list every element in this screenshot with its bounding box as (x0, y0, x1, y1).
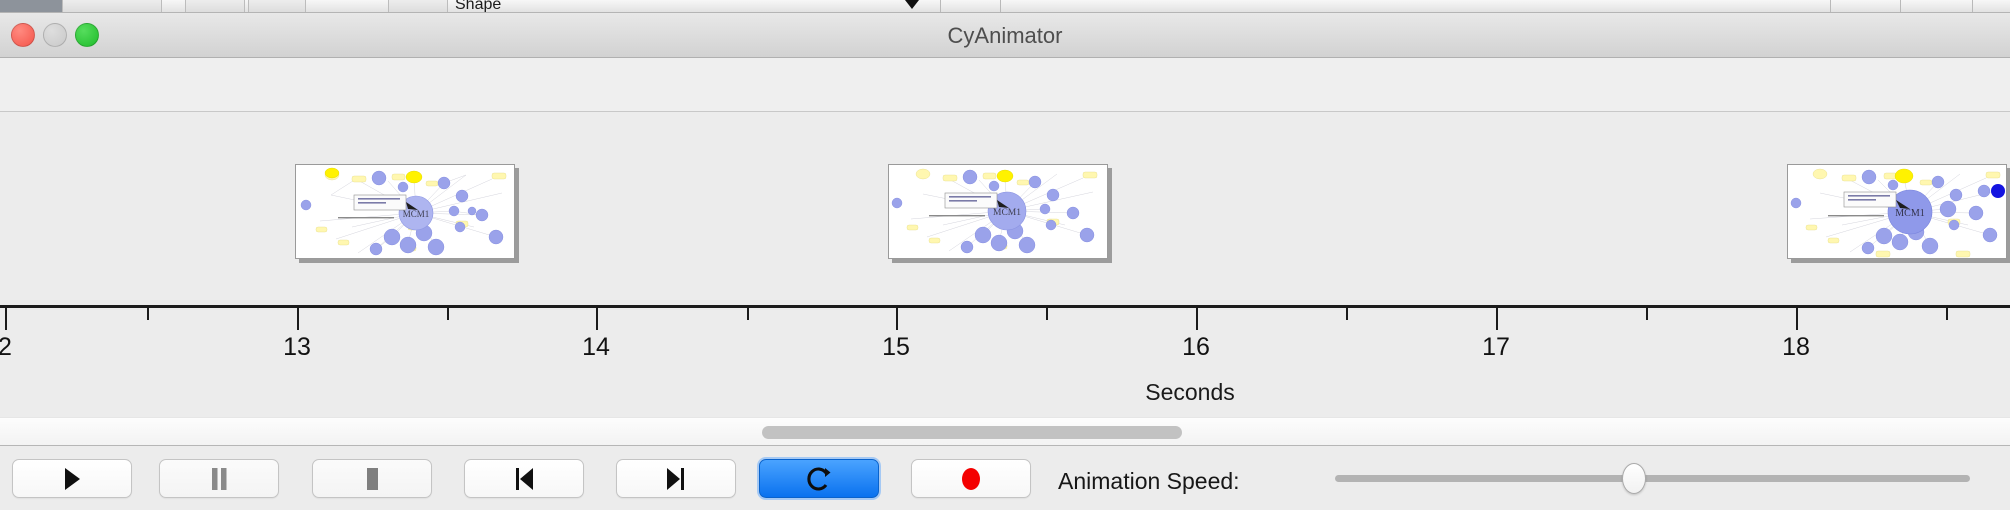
close-button[interactable] (11, 23, 35, 47)
ruler-label: 2 (0, 333, 12, 361)
play-button[interactable] (12, 459, 132, 498)
toolbar: ✚ Clear All Frames (0, 58, 2010, 153)
network-graph-thumbnail: MCM1 (1788, 165, 2006, 258)
animation-speed-slider-thumb[interactable] (1622, 463, 1646, 494)
ruler-tick-major (5, 308, 7, 330)
thumbnail-hub-label: MCM1 (403, 209, 430, 219)
frame-thumbnail-3[interactable]: MCM1 (1787, 164, 2007, 259)
background-window-divider (1830, 0, 1831, 12)
ruler-tick-major (896, 308, 898, 330)
ruler-tick-major (297, 308, 299, 330)
ruler-label: 14 (582, 333, 610, 361)
thumbnail-hub-label: MCM1 (993, 208, 1021, 218)
ruler-baseline (0, 305, 2010, 308)
window-controls (11, 23, 99, 47)
ruler-tick-minor (1046, 308, 1048, 320)
background-window-tab (388, 0, 448, 12)
background-window-fragment: Shape (0, 0, 2010, 13)
network-graph-thumbnail: MCM1 (889, 165, 1107, 258)
next-frame-button[interactable] (616, 459, 736, 498)
loop-icon (806, 465, 832, 493)
timeline-panel[interactable]: MCM1 (0, 112, 2010, 417)
ruler-tick-minor (1946, 308, 1948, 320)
frame-thumbnail-2[interactable]: MCM1 (888, 164, 1108, 259)
playback-control-bar: Animation Speed: (0, 447, 2010, 510)
ruler-tick-minor (1346, 308, 1348, 320)
background-window-tab (62, 0, 162, 12)
stop-icon (362, 466, 382, 492)
background-window-selection (0, 0, 62, 12)
previous-frame-button[interactable] (464, 459, 584, 498)
pause-icon (209, 466, 229, 492)
maximize-button[interactable] (75, 23, 99, 47)
ruler-tick-minor (747, 308, 749, 320)
loop-button[interactable] (759, 459, 879, 498)
ruler-axis-title: Seconds (1145, 379, 1235, 405)
background-window-tab (185, 0, 245, 12)
ruler-label: 16 (1182, 333, 1210, 361)
animation-speed-label: Animation Speed: (1058, 468, 1240, 494)
window-title: CyAnimator (947, 23, 1063, 48)
network-graph-thumbnail: MCM1 (296, 165, 514, 258)
ruler-label: 15 (882, 333, 910, 361)
ruler-label: 18 (1782, 333, 1810, 361)
scrollbar-thumb[interactable] (762, 426, 1182, 439)
play-icon (61, 466, 83, 492)
ruler-tick-major (1496, 308, 1498, 330)
record-icon (958, 465, 984, 493)
skip-back-icon (512, 466, 536, 492)
background-window-divider (1000, 0, 1001, 12)
ruler-tick-minor (447, 308, 449, 320)
background-window-label: Shape (455, 0, 502, 13)
ruler-label: 17 (1482, 333, 1510, 361)
ruler-tick-major (1796, 308, 1798, 330)
ruler-tick-minor (1646, 308, 1648, 320)
window-titlebar: CyAnimator (0, 13, 2010, 58)
background-window-caret-icon (905, 0, 919, 9)
ruler-tick-major (596, 308, 598, 330)
timeline-horizontal-scrollbar[interactable] (0, 417, 2010, 446)
record-button[interactable] (911, 459, 1031, 498)
stop-button[interactable] (312, 459, 432, 498)
pause-button[interactable] (159, 459, 279, 498)
skip-forward-icon (664, 466, 688, 492)
ruler-label: 13 (283, 333, 311, 361)
background-window-tab (248, 0, 306, 12)
thumbnail-hub-label: MCM1 (1895, 208, 1924, 219)
ruler-tick-major (1196, 308, 1198, 330)
minimize-button[interactable] (43, 23, 67, 47)
frame-thumbnail-1[interactable]: MCM1 (295, 164, 515, 259)
background-window-divider (1900, 0, 1901, 12)
animation-speed-slider[interactable] (1335, 463, 1970, 494)
background-window-divider (1972, 0, 1973, 12)
timeline-ruler[interactable]: 2 13 14 15 16 17 18 Seconds (0, 305, 2010, 417)
ruler-tick-minor (147, 308, 149, 320)
background-window-divider (940, 0, 941, 12)
